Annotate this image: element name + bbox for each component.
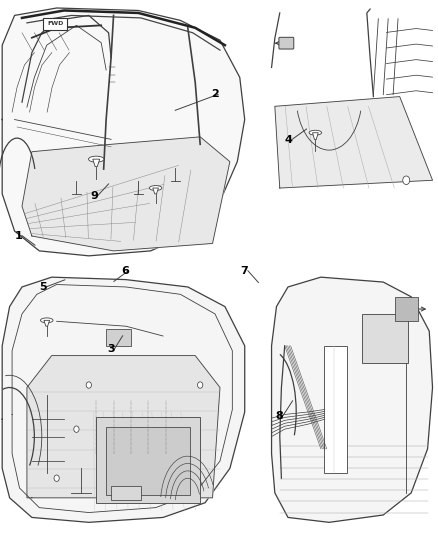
Bar [395,297,418,321]
Text: 1: 1 [14,231,22,240]
Polygon shape [22,137,230,251]
Bar [324,346,347,473]
Polygon shape [272,277,433,522]
Polygon shape [2,277,245,522]
Ellipse shape [309,130,321,135]
Circle shape [86,382,92,388]
Bar [106,427,190,495]
FancyBboxPatch shape [43,18,67,30]
Bar [111,486,141,500]
Text: 4: 4 [284,135,292,144]
Bar [96,417,200,503]
Circle shape [403,176,410,184]
Text: 6: 6 [121,266,129,276]
Polygon shape [44,320,49,326]
Polygon shape [93,159,100,167]
Text: 2: 2 [211,90,219,99]
Ellipse shape [149,185,162,190]
Polygon shape [153,188,159,194]
Text: 9: 9 [90,191,98,200]
Polygon shape [313,133,318,140]
Bar [362,314,408,363]
Circle shape [74,426,79,432]
Ellipse shape [40,318,53,323]
Text: 8: 8 [276,411,283,421]
Ellipse shape [88,156,104,162]
Polygon shape [2,8,245,256]
Polygon shape [27,356,220,498]
Polygon shape [275,96,433,188]
FancyBboxPatch shape [279,37,294,49]
Bar [106,329,131,346]
Circle shape [54,475,59,481]
Text: 7: 7 [240,266,248,276]
Circle shape [198,382,203,388]
Text: 3: 3 [107,344,115,354]
Text: FWD: FWD [47,21,64,27]
Text: 5: 5 [39,282,47,292]
